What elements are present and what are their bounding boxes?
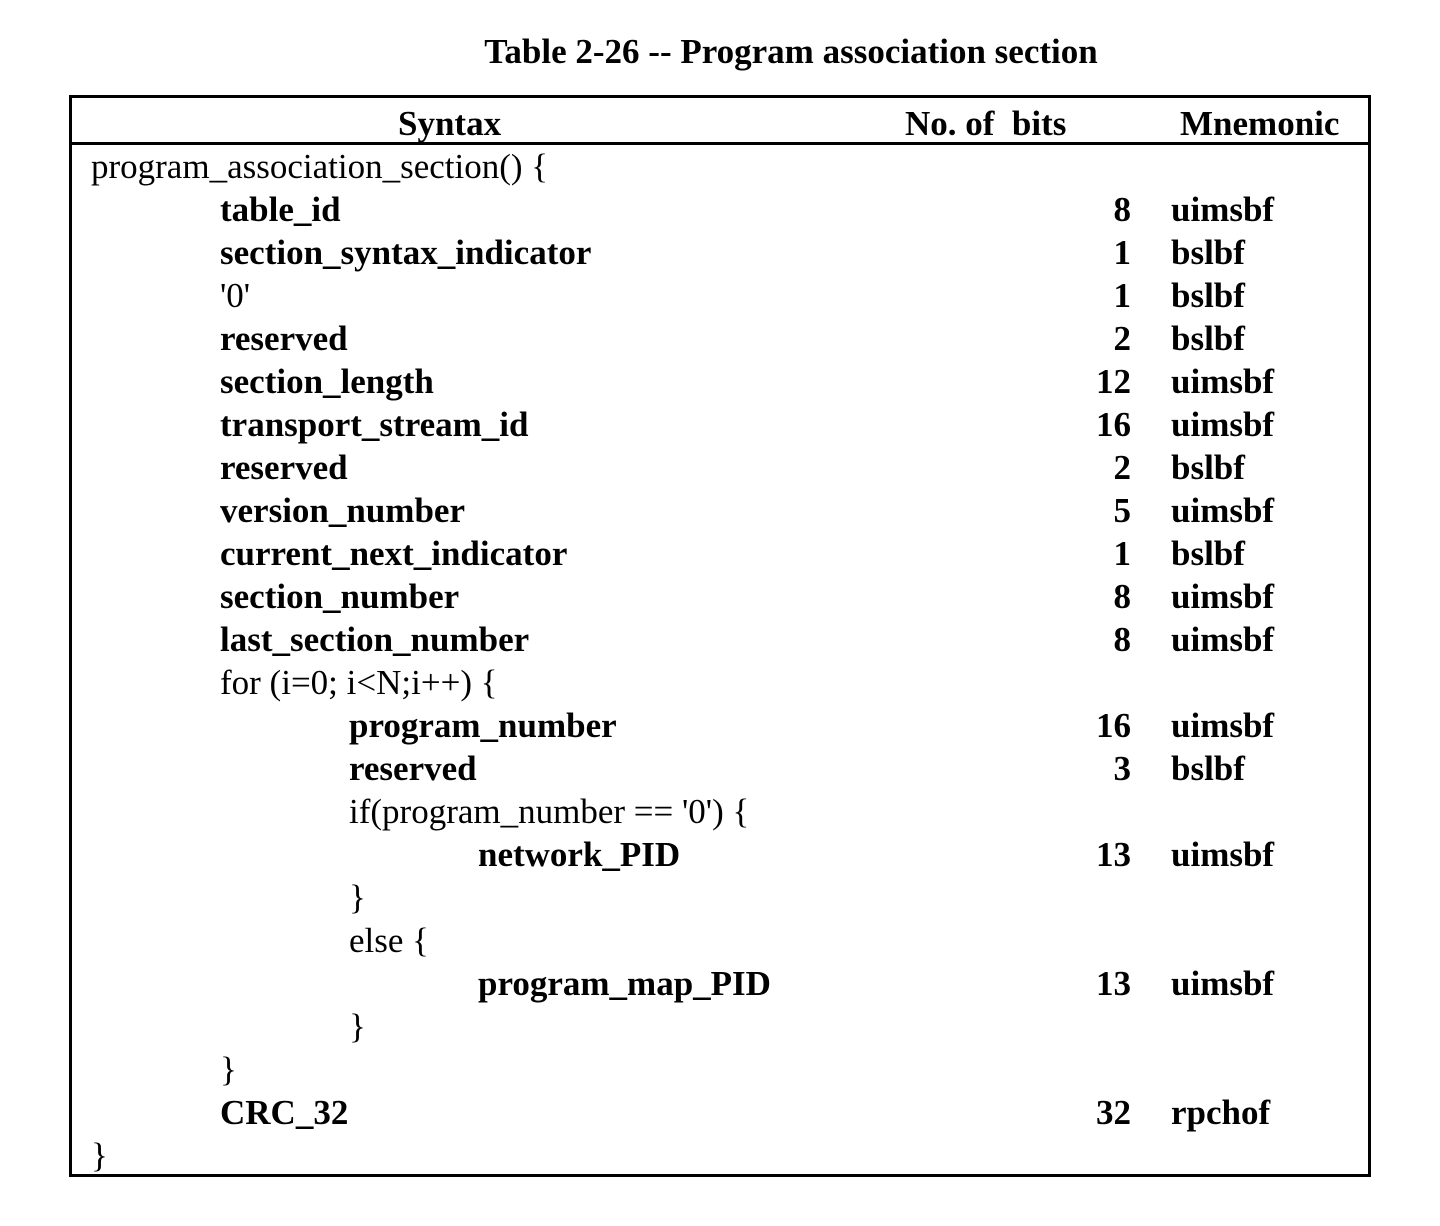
table-row: } — [72, 1134, 1368, 1177]
mnemonic-cell: bslbf — [1171, 448, 1245, 487]
syntax-cell: } — [91, 1136, 108, 1175]
syntax-cell: program_number — [349, 706, 617, 745]
syntax-cell: reserved — [349, 749, 477, 788]
bits-cell: 1 — [1113, 233, 1132, 272]
mnemonic-cell: bslbf — [1171, 319, 1245, 358]
bits-cell: 12 — [1096, 362, 1131, 401]
mnemonic-cell: bslbf — [1171, 749, 1245, 788]
table-row: } — [72, 1048, 1368, 1091]
syntax-cell: version_number — [220, 491, 465, 530]
bits-cell: 32 — [1096, 1093, 1131, 1132]
mnemonic-cell: uimsbf — [1171, 706, 1275, 745]
syntax-cell: else { — [349, 921, 429, 960]
mnemonic-cell: uimsbf — [1171, 190, 1275, 229]
syntax-cell: transport_stream_id — [220, 405, 529, 444]
syntax-table: Syntax No. of bits Mnemonic program_asso… — [69, 95, 1371, 1177]
syntax-cell: network_PID — [478, 835, 681, 874]
bits-cell: 13 — [1096, 835, 1131, 874]
table-row: program_map_PID 13 uimsbf — [72, 962, 1368, 1005]
syntax-cell: reserved — [220, 448, 348, 487]
table-row: transport_stream_id 16 uimsbf — [72, 403, 1368, 446]
bits-cell: 3 — [1113, 749, 1132, 788]
mnemonic-cell: uimsbf — [1171, 620, 1275, 659]
table-row: current_next_indicator 1 bslbf — [72, 532, 1368, 575]
mnemonic-cell: uimsbf — [1171, 835, 1275, 874]
mnemonic-cell: bslbf — [1171, 534, 1245, 573]
mnemonic-cell: bslbf — [1171, 276, 1245, 315]
bits-cell: 1 — [1113, 534, 1132, 573]
syntax-cell: '0' — [220, 276, 251, 315]
syntax-cell: for (i=0; i<N;i++) { — [220, 663, 498, 702]
table-row: reserved 2 bslbf — [72, 317, 1368, 360]
mnemonic-cell: uimsbf — [1171, 405, 1275, 444]
mnemonic-cell: uimsbf — [1171, 964, 1275, 1003]
table-body: program_association_section() { table_id 8… — [72, 145, 1368, 1177]
syntax-cell: section_syntax_indicator — [220, 233, 592, 272]
mnemonic-cell: bslbf — [1171, 233, 1245, 272]
table-row: version_number 5 uimsbf — [72, 489, 1368, 532]
table-row: '0' 1 bslbf — [72, 274, 1368, 317]
table-row: for (i=0; i<N;i++) { — [72, 661, 1368, 704]
bits-cell: 1 — [1113, 276, 1132, 315]
table-caption: Table 2-26 -- Program association sectio… — [484, 32, 1098, 71]
table-row: last_section_number 8 uimsbf — [72, 618, 1368, 661]
syntax-cell: } — [220, 1050, 237, 1089]
table-row: reserved 2 bslbf — [72, 446, 1368, 489]
bits-cell: 5 — [1113, 491, 1132, 530]
mnemonic-cell: uimsbf — [1171, 491, 1275, 530]
syntax-cell: current_next_indicator — [220, 534, 568, 573]
header-mnemonic: Mnemonic — [1180, 104, 1340, 143]
table-row: reserved 3 bslbf — [72, 747, 1368, 790]
table-row: } — [72, 1005, 1368, 1048]
table-row: section_syntax_indicator 1 bslbf — [72, 231, 1368, 274]
syntax-cell: program_map_PID — [478, 964, 771, 1003]
table-header: Syntax No. of bits Mnemonic — [72, 98, 1368, 145]
bits-cell: 2 — [1113, 448, 1132, 487]
header-no-of-bits: No. of bits — [905, 104, 1067, 143]
syntax-cell: section_length — [220, 362, 434, 401]
bits-cell: 8 — [1113, 620, 1132, 659]
syntax-cell: reserved — [220, 319, 348, 358]
mnemonic-cell: uimsbf — [1171, 577, 1275, 616]
bits-cell: 13 — [1096, 964, 1131, 1003]
syntax-cell: last_section_number — [220, 620, 530, 659]
table-row: section_number 8 uimsbf — [72, 575, 1368, 618]
table-row: if(program_number == '0') { — [72, 790, 1368, 833]
syntax-cell: section_number — [220, 577, 460, 616]
syntax-cell: if(program_number == '0') { — [349, 792, 750, 831]
bits-cell: 16 — [1096, 706, 1131, 745]
table-row: else { — [72, 919, 1368, 962]
bits-cell: 8 — [1113, 190, 1132, 229]
syntax-cell: program_association_section() { — [91, 147, 549, 186]
table-row: program_number 16 uimsbf — [72, 704, 1368, 747]
table-row: CRC_32 32 rpchof — [72, 1091, 1368, 1134]
bits-cell: 8 — [1113, 577, 1132, 616]
table-row: section_length 12 uimsbf — [72, 360, 1368, 403]
bits-cell: 16 — [1096, 405, 1131, 444]
syntax-cell: } — [349, 1007, 366, 1046]
syntax-cell: CRC_32 — [220, 1093, 349, 1132]
bits-cell: 2 — [1113, 319, 1132, 358]
table-row: network_PID 13 uimsbf — [72, 833, 1368, 876]
table-row: table_id 8 uimsbf — [72, 188, 1368, 231]
header-syntax: Syntax — [398, 104, 502, 143]
mnemonic-cell: rpchof — [1171, 1093, 1271, 1132]
syntax-cell: table_id — [220, 190, 341, 229]
mnemonic-cell: uimsbf — [1171, 362, 1275, 401]
syntax-cell: } — [349, 878, 366, 917]
table-row: } — [72, 876, 1368, 919]
table-row: program_association_section() { — [72, 145, 1368, 188]
